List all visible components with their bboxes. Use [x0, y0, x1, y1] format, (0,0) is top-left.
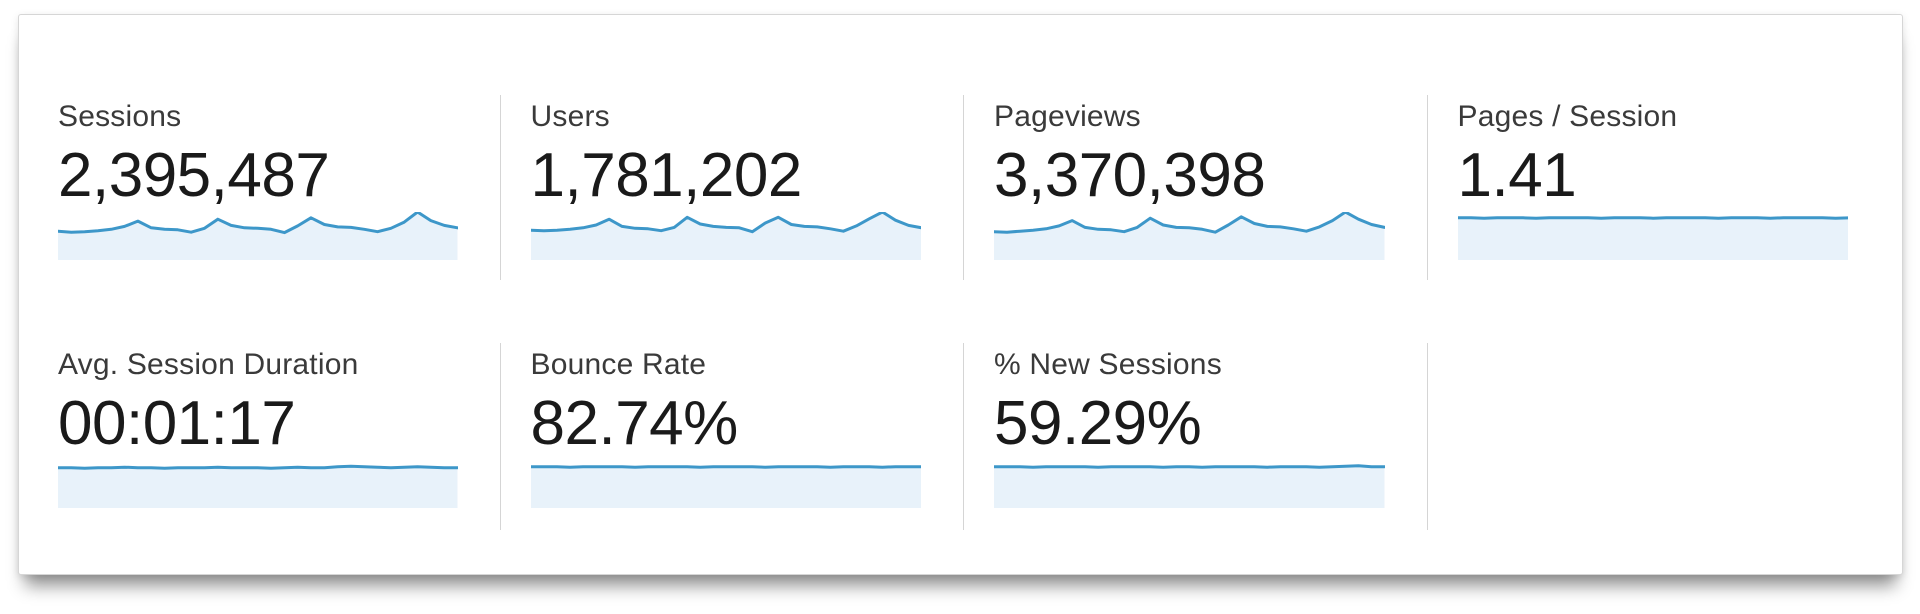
metric-value: 59.29%: [994, 389, 1202, 458]
metric-label: % New Sessions: [994, 348, 1222, 381]
analytics-overview-panel: Sessions 2,395,487 Users 1,781,202 Pagev…: [18, 14, 1903, 575]
sessions-sparkline-chart: [58, 212, 458, 260]
metric-card-pageviews: Pageviews 3,370,398: [963, 95, 1427, 280]
metric-label: Pageviews: [994, 100, 1141, 133]
metric-row-1: Sessions 2,395,487 Users 1,781,202 Pagev…: [36, 95, 1890, 280]
empty-metric-slot: [1426, 343, 1891, 530]
metric-label: Users: [530, 100, 610, 133]
metric-card-users: Users 1,781,202: [499, 95, 964, 280]
metric-value: 00:01:17: [58, 389, 296, 458]
metric-value: 82.74%: [530, 389, 739, 458]
metric-value: 2,395,487: [58, 141, 330, 210]
metric-label: Bounce Rate: [530, 348, 707, 381]
metric-card-sessions: Sessions 2,395,487: [36, 95, 500, 280]
pages-per-session-sparkline-chart: [1457, 212, 1848, 260]
metric-label: Sessions: [58, 100, 182, 133]
percent-new-sessions-sparkline-chart: [994, 460, 1385, 508]
metric-card-bounce-rate: Bounce Rate 82.74%: [499, 343, 964, 530]
users-sparkline-chart: [530, 212, 921, 260]
avg-session-duration-sparkline-chart: [58, 460, 458, 508]
bounce-rate-sparkline-chart: [530, 460, 921, 508]
metric-value: 3,370,398: [994, 141, 1266, 210]
metric-card-percent-new-sessions: % New Sessions 59.29%: [963, 343, 1427, 530]
metric-grid: Sessions 2,395,487 Users 1,781,202 Pagev…: [19, 95, 1902, 530]
metric-row-2: Avg. Session Duration 00:01:17 Bounce Ra…: [36, 343, 1890, 530]
pageviews-sparkline-chart: [994, 212, 1385, 260]
metric-label: Pages / Session: [1457, 100, 1678, 133]
metric-card-avg-session-duration: Avg. Session Duration 00:01:17: [36, 343, 500, 530]
metric-label: Avg. Session Duration: [58, 348, 359, 381]
metric-value: 1.41: [1457, 141, 1577, 210]
metric-value: 1,781,202: [530, 141, 803, 210]
metric-card-pages-per-session: Pages / Session 1.41: [1426, 95, 1891, 280]
